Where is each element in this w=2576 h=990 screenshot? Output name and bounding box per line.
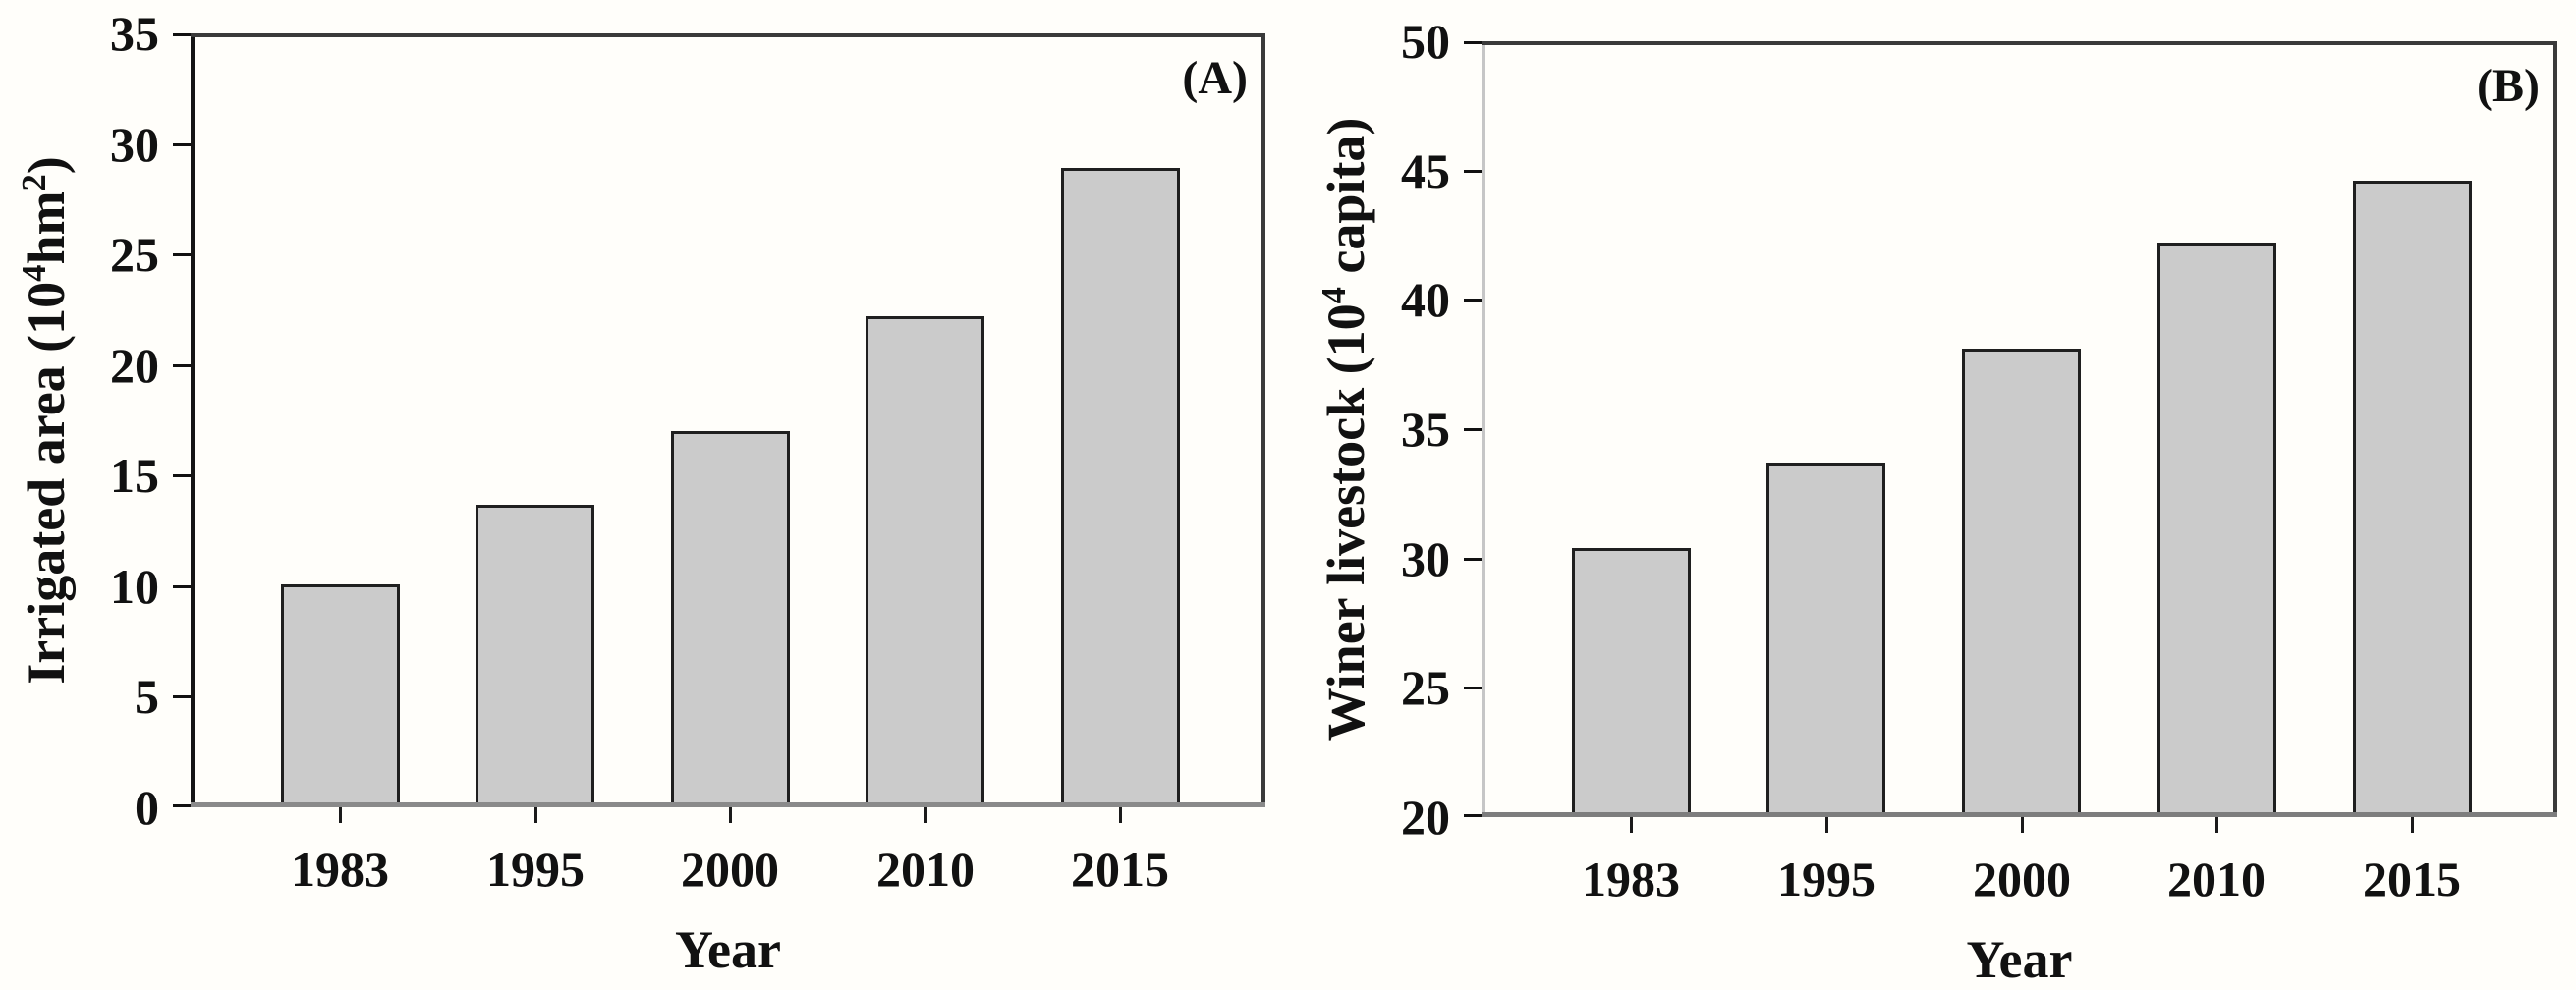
- y-axis-label-a: Irrigated area (104hm2): [16, 156, 76, 685]
- y-tick-label-30: 30: [110, 117, 159, 172]
- y-tick-0: [173, 804, 191, 807]
- bar-2015: [2353, 181, 2472, 817]
- plot-area-b: (B) 20 25 30 35 40 45 50 1983 1995 2000 2010 2015: [1401, 17, 2557, 904]
- x-tick-label-2000: 2000: [1973, 852, 2071, 907]
- y-tick-label-5: 5: [135, 669, 159, 724]
- y-axis-line: [1482, 41, 1485, 817]
- superscript: 4: [16, 264, 53, 282]
- x-tick-label-1983: 1983: [1582, 852, 1680, 907]
- x-tick-2000: [729, 807, 732, 823]
- y-tick-label-35: 35: [110, 6, 159, 61]
- y-tick-25: [1464, 687, 1482, 689]
- x-tick-2000: [2021, 817, 2024, 833]
- x-tick-2010: [924, 807, 927, 823]
- x-tick-label-2000: 2000: [681, 842, 779, 897]
- plot-top-border: [1482, 41, 2557, 45]
- y-tick-label-25: 25: [1401, 660, 1450, 715]
- y-tick-25: [173, 253, 191, 256]
- x-tick-label-2010: 2010: [876, 842, 975, 897]
- y-tick-label-50: 50: [1401, 14, 1450, 69]
- x-tick-label-1995: 1995: [486, 842, 585, 897]
- x-tick-1983: [1630, 817, 1633, 833]
- plot-right-border: [2553, 41, 2557, 817]
- y-tick-45: [1464, 170, 1482, 173]
- y-axis-label-text: capita): [1316, 117, 1375, 288]
- plot-top-border: [191, 33, 1265, 37]
- bar-1983: [281, 584, 400, 807]
- x-tick-1983: [339, 807, 342, 823]
- y-tick-label-20: 20: [110, 338, 159, 393]
- y-tick-20: [1464, 814, 1482, 817]
- x-tick-2015: [1119, 807, 1122, 823]
- y-tick-15: [173, 474, 191, 477]
- x-axis-line: [191, 802, 1265, 807]
- y-tick-label-45: 45: [1401, 143, 1450, 198]
- y-tick-10: [173, 585, 191, 588]
- x-tick-label-2010: 2010: [2167, 852, 2266, 907]
- x-tick-label-2015: 2015: [2363, 852, 2461, 907]
- y-tick-label-30: 30: [1401, 531, 1450, 586]
- x-axis-line: [1482, 812, 2557, 817]
- x-tick-label-1983: 1983: [291, 842, 389, 897]
- bar-1995: [1766, 463, 1885, 817]
- y-tick-35: [173, 33, 191, 36]
- bar-2000: [671, 431, 790, 807]
- bar-2000: [1962, 349, 2081, 817]
- y-tick-label-15: 15: [110, 448, 159, 503]
- y-tick-30: [173, 143, 191, 146]
- y-tick-50: [1464, 41, 1482, 44]
- x-tick-1995: [534, 807, 537, 823]
- plot-area-a: (A) 0 5 10 15 20 25 30 35 1983 1995 2000 2010 2015: [110, 9, 1265, 894]
- y-axis-line: [191, 33, 195, 807]
- x-axis-title-b: Year: [1966, 930, 2073, 989]
- y-tick-label-0: 0: [135, 780, 159, 835]
- bar-1995: [476, 505, 594, 807]
- x-tick-2010: [2215, 817, 2218, 833]
- y-tick-5: [173, 695, 191, 698]
- y-tick-label-20: 20: [1401, 790, 1450, 845]
- panel-letter-a: (A): [1182, 52, 1248, 104]
- plot-right-border: [1261, 33, 1265, 807]
- x-axis-title-a: Year: [675, 920, 781, 979]
- y-axis-label-text: ): [17, 156, 76, 175]
- y-tick-30: [1464, 558, 1482, 561]
- x-tick-2015: [2411, 817, 2414, 833]
- y-tick-label-25: 25: [110, 227, 159, 282]
- x-tick-1995: [1825, 817, 1828, 833]
- y-axis-label-b: Winer livestock (104 capita): [1316, 117, 1375, 742]
- x-tick-label-1995: 1995: [1777, 852, 1876, 907]
- bar-2010: [2157, 243, 2276, 817]
- superscript: 4: [1316, 287, 1353, 304]
- y-tick-35: [1464, 428, 1482, 431]
- y-axis-label-text: Winer livestock (10: [1316, 303, 1375, 742]
- bar-2015: [1061, 168, 1180, 807]
- y-tick-40: [1464, 299, 1482, 302]
- bar-1983: [1572, 548, 1691, 817]
- y-axis-label-text: hm: [17, 191, 76, 265]
- x-tick-label-2015: 2015: [1071, 842, 1169, 897]
- panel-letter-b: (B): [2477, 60, 2540, 112]
- superscript: 2: [16, 174, 53, 192]
- y-tick-label-35: 35: [1401, 402, 1450, 457]
- y-tick-label-40: 40: [1401, 272, 1450, 327]
- y-tick-label-10: 10: [110, 559, 159, 614]
- y-axis-label-text: Irrigated area (10: [17, 281, 76, 685]
- y-tick-20: [173, 364, 191, 367]
- bar-2010: [866, 316, 984, 807]
